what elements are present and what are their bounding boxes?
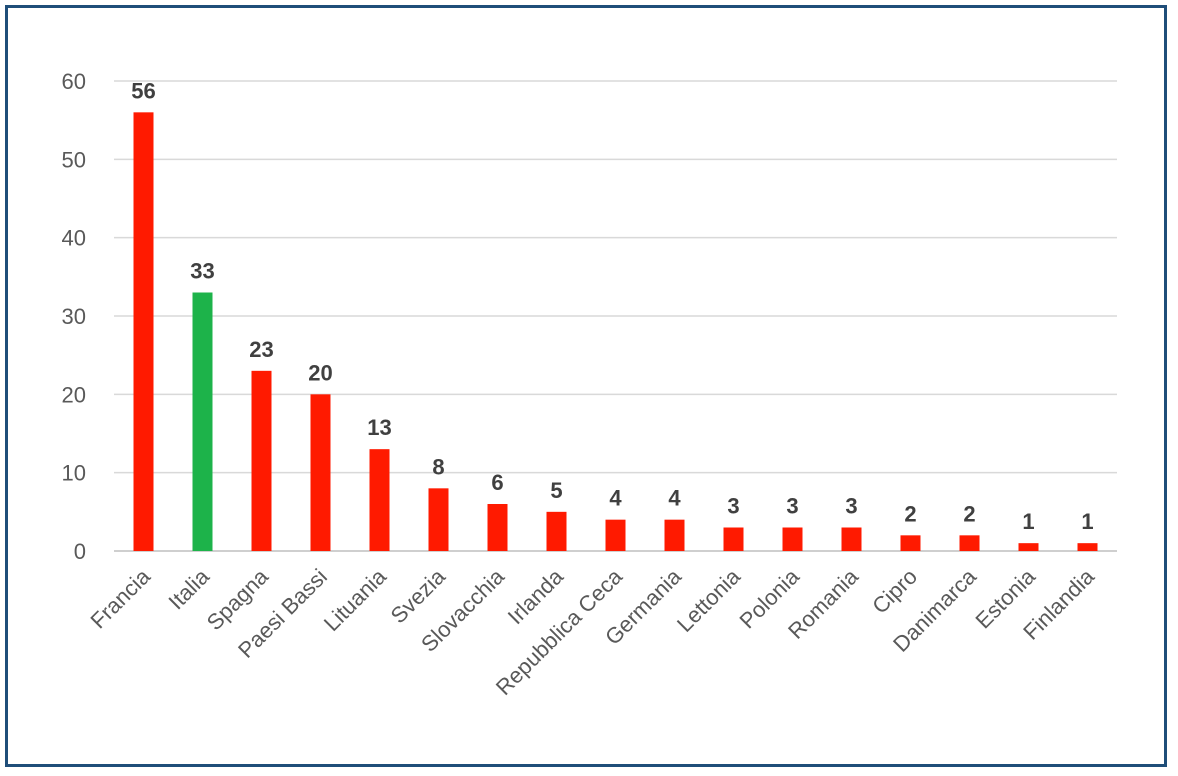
- y-tick-label: 60: [62, 69, 86, 94]
- data-label: 1: [1022, 509, 1034, 534]
- data-label: 3: [845, 494, 857, 519]
- data-label: 4: [668, 486, 681, 511]
- bar: [369, 449, 390, 551]
- y-tick-label: 50: [62, 147, 86, 172]
- data-label: 6: [491, 470, 503, 495]
- bar: [192, 292, 213, 551]
- gridlines: [114, 80, 1117, 552]
- bar: [1018, 543, 1039, 551]
- data-label: 3: [727, 494, 739, 519]
- bar: [605, 519, 626, 551]
- y-tick-label: 0: [74, 539, 86, 564]
- bar: [841, 527, 862, 551]
- bar: [723, 527, 744, 551]
- data-label: 5: [550, 478, 562, 503]
- y-tick-label: 20: [62, 382, 86, 407]
- bar: [1077, 543, 1098, 551]
- data-label: 13: [367, 415, 391, 440]
- x-tick-label: Cipro: [867, 564, 922, 619]
- bar: [133, 112, 154, 551]
- bar: [251, 370, 272, 551]
- data-label: 1: [1081, 509, 1093, 534]
- y-axis: 0 10 20 30 40 50 60: [62, 69, 86, 564]
- data-label: 4: [609, 486, 622, 511]
- bar: [959, 535, 980, 551]
- data-label: 56: [131, 78, 155, 103]
- x-tick-label: Lituania: [319, 563, 392, 636]
- y-tick-label: 10: [62, 461, 86, 486]
- bar: [428, 488, 449, 551]
- bar: [664, 519, 685, 551]
- data-label: 33: [190, 259, 214, 284]
- y-tick-label: 40: [62, 226, 86, 251]
- bar: [900, 535, 921, 551]
- data-label: 8: [432, 454, 444, 479]
- x-tick-label: Lettonia: [672, 563, 746, 637]
- data-label: 3: [786, 494, 798, 519]
- data-label: 2: [904, 501, 916, 526]
- bar: [310, 394, 331, 551]
- x-tick-label: Italia: [163, 563, 214, 614]
- bar: [782, 527, 803, 551]
- bars: [133, 112, 1098, 551]
- y-tick-label: 30: [62, 304, 86, 329]
- x-tick-label: Francia: [85, 563, 155, 633]
- data-label: 20: [308, 360, 332, 385]
- data-label: 23: [249, 337, 273, 362]
- bar: [546, 511, 567, 551]
- data-label: 2: [963, 501, 975, 526]
- bar: [487, 504, 508, 551]
